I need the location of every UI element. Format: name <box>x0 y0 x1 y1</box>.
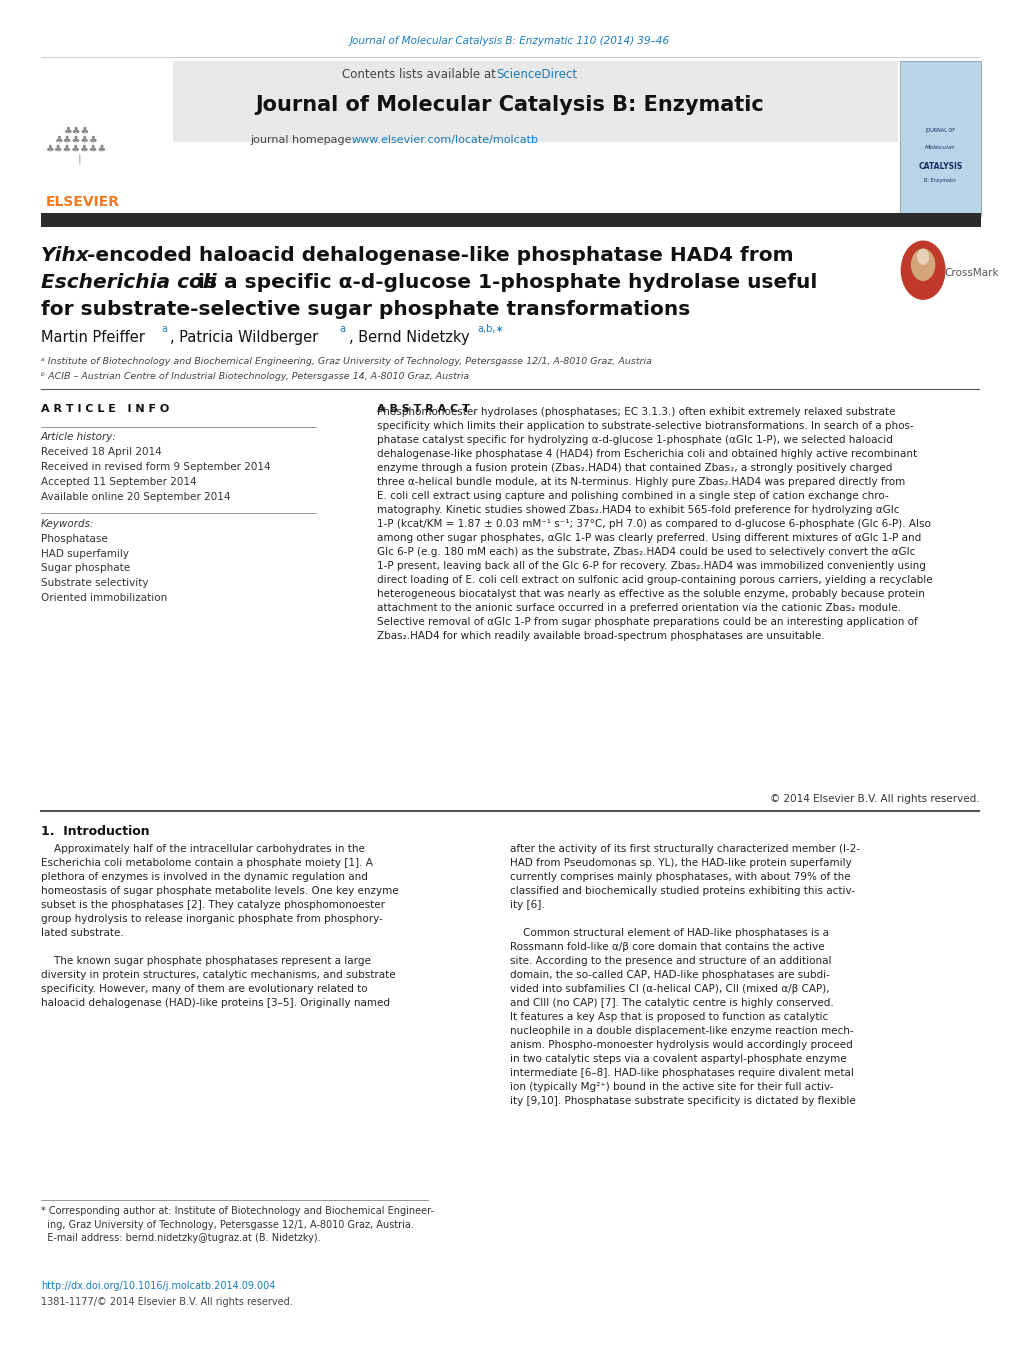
Circle shape <box>916 249 928 265</box>
Text: * Corresponding author at: Institute of Biotechnology and Biochemical Engineer-
: * Corresponding author at: Institute of … <box>41 1206 433 1243</box>
Text: for substrate-selective sugar phosphate transformations: for substrate-selective sugar phosphate … <box>41 300 690 319</box>
FancyBboxPatch shape <box>899 61 980 216</box>
FancyBboxPatch shape <box>41 61 173 216</box>
Text: A R T I C L E   I N F O: A R T I C L E I N F O <box>41 404 169 413</box>
Text: CrossMark: CrossMark <box>944 267 999 278</box>
Text: a: a <box>339 324 345 334</box>
Text: CATALYSIS: CATALYSIS <box>917 162 962 172</box>
Text: Martin Pfeiffer: Martin Pfeiffer <box>41 330 145 345</box>
Text: © 2014 Elsevier B.V. All rights reserved.: © 2014 Elsevier B.V. All rights reserved… <box>768 794 978 804</box>
Text: -encoded haloacid dehalogenase-like phosphatase HAD4 from: -encoded haloacid dehalogenase-like phos… <box>87 246 793 265</box>
Text: ♣♣♣
♣♣♣♣♣
♣♣♣♣♣♣♣
  |: ♣♣♣ ♣♣♣♣♣ ♣♣♣♣♣♣♣ | <box>46 126 107 163</box>
Text: Available online 20 September 2014: Available online 20 September 2014 <box>41 492 230 501</box>
Text: ScienceDirect: ScienceDirect <box>496 69 578 81</box>
Circle shape <box>900 240 945 300</box>
Text: Substrate selectivity: Substrate selectivity <box>41 578 148 588</box>
Text: Phosphomonoester hydrolases (phosphatases; EC 3.1.3.) often exhibit extremely re: Phosphomonoester hydrolases (phosphatase… <box>377 407 932 640</box>
Text: is a specific α-d-glucose 1-phosphate hydrolase useful: is a specific α-d-glucose 1-phosphate hy… <box>191 273 816 292</box>
Text: journal homepage:: journal homepage: <box>250 135 358 145</box>
Text: JOURNAL OF: JOURNAL OF <box>924 128 955 134</box>
Text: Keywords:: Keywords: <box>41 519 94 528</box>
Text: Contents lists available at: Contents lists available at <box>341 69 499 81</box>
Text: Journal of Molecular Catalysis B: Enzymatic 110 (2014) 39–46: Journal of Molecular Catalysis B: Enzyma… <box>350 36 669 46</box>
Text: http://dx.doi.org/10.1016/j.molcatb.2014.09.004: http://dx.doi.org/10.1016/j.molcatb.2014… <box>41 1281 275 1290</box>
FancyBboxPatch shape <box>41 213 980 227</box>
Text: 1.  Introduction: 1. Introduction <box>41 825 149 839</box>
Text: Sugar phosphate: Sugar phosphate <box>41 563 129 573</box>
Text: Escherichia coli: Escherichia coli <box>41 273 216 292</box>
FancyBboxPatch shape <box>41 61 897 142</box>
Text: ELSEVIER: ELSEVIER <box>46 195 120 208</box>
Text: ᵇ ACIB – Austrian Centre of Industrial Biotechnology, Petersgasse 14, A-8010 Gra: ᵇ ACIB – Austrian Centre of Industrial B… <box>41 372 469 381</box>
Text: HAD superfamily: HAD superfamily <box>41 549 128 558</box>
Text: a: a <box>161 324 167 334</box>
Text: Phosphatase: Phosphatase <box>41 534 107 543</box>
Text: after the activity of its first structurally characterized member (l-2-
HAD from: after the activity of its first structur… <box>510 844 859 1106</box>
Text: Accepted 11 September 2014: Accepted 11 September 2014 <box>41 477 197 486</box>
Text: a,b,∗: a,b,∗ <box>477 324 503 334</box>
Text: , Bernd Nidetzky: , Bernd Nidetzky <box>348 330 469 345</box>
Text: 1381-1177/© 2014 Elsevier B.V. All rights reserved.: 1381-1177/© 2014 Elsevier B.V. All right… <box>41 1297 292 1306</box>
Text: ᵃ Institute of Biotechnology and Biochemical Engineering, Graz University of Tec: ᵃ Institute of Biotechnology and Biochem… <box>41 357 651 366</box>
Text: www.elsevier.com/locate/molcatb: www.elsevier.com/locate/molcatb <box>352 135 538 145</box>
Text: Approximately half of the intracellular carbohydrates in the
Escherichia coli me: Approximately half of the intracellular … <box>41 844 398 1008</box>
Text: Received 18 April 2014: Received 18 April 2014 <box>41 447 161 457</box>
Circle shape <box>910 249 934 281</box>
Text: , Patricia Wildberger: , Patricia Wildberger <box>170 330 318 345</box>
Text: Molecular: Molecular <box>924 145 955 150</box>
Text: Oriented immobilization: Oriented immobilization <box>41 593 167 603</box>
Text: Article history:: Article history: <box>41 432 116 442</box>
Text: Received in revised form 9 September 2014: Received in revised form 9 September 201… <box>41 462 270 471</box>
Text: Journal of Molecular Catalysis B: Enzymatic: Journal of Molecular Catalysis B: Enzyma… <box>256 95 763 115</box>
Text: A B S T R A C T: A B S T R A C T <box>377 404 470 413</box>
Text: Yihx: Yihx <box>41 246 90 265</box>
Text: B: Enzymatic: B: Enzymatic <box>923 178 956 184</box>
